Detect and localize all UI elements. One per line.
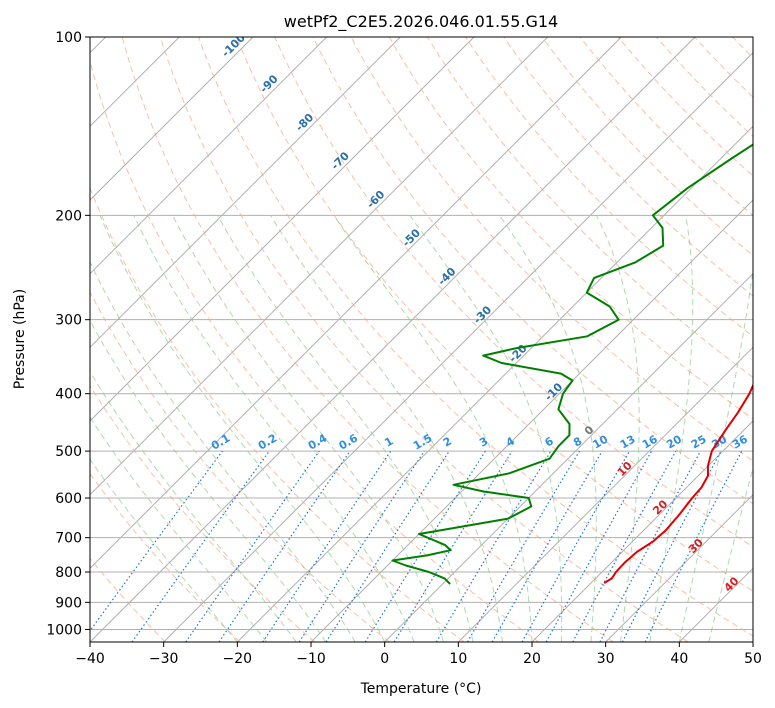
y-tick-label: 700 [55,531,82,547]
mixing-ratio-line [393,450,513,642]
dry-adiabat [90,291,390,642]
x-axis-title: Temperature (°C) [360,681,482,697]
dry-adiabat [503,37,753,297]
y-tick-label: 800 [55,565,82,581]
isotherm-gridline [90,37,549,496]
isotherm-gridline [90,37,254,201]
dry-adiabat [121,37,614,642]
dewpoint-profile-line [391,143,753,585]
isotherm-gridline [310,199,753,642]
dry-adiabat [236,37,753,592]
mixing-ratio-line [325,450,450,642]
y-tick-label: 400 [55,387,82,403]
mixing-ratio-line [262,450,392,642]
isotherm-gridline [605,493,753,642]
x-tick-label: 50 [744,651,762,667]
chart-title: wetPf2_C2E5.2026.046.01.55.G14 [284,12,558,32]
dry-adiabat [90,59,540,642]
dry-adiabat [90,472,241,642]
y-tick-label: 500 [55,444,82,460]
mixing-ratio-line [572,450,677,642]
dry-adiabat [198,37,753,637]
y-tick-label: 600 [55,491,82,507]
moist-adiabat [99,215,386,642]
mixing-ratio-line [298,450,425,642]
plot-area: 0.1 0.2 0.4 0.6 1 1.5 2 3 4 6 8 10 13 16 20 25 30 36-100-… [90,37,753,642]
moist-adiabat [270,215,503,642]
dry-adiabat [388,37,753,420]
y-tick-label: 1000 [46,622,82,638]
y-tick-label: 900 [55,595,82,611]
moist-adiabat [217,215,474,642]
dry-adiabat [312,37,753,505]
mixing-ratio-line [545,450,653,642]
x-tick-label: −10 [296,651,326,667]
x-tick-label: −40 [75,651,105,667]
dry-adiabat [350,37,753,462]
y-axis-title: Pressure (hPa) [12,289,28,389]
temperature-profile-line [603,383,753,584]
x-tick-label: 30 [597,651,615,667]
isotherm-gridline [90,37,401,349]
mixing-ratio-line [185,450,320,642]
moist-adiabat [90,260,356,642]
y-tick-label: 100 [55,30,82,46]
isotherm-gridline [90,37,622,570]
moist-adiabat [172,215,445,642]
dry-adiabat [90,186,465,642]
isotherm-gridline [90,37,328,275]
dry-adiabat [159,37,689,642]
x-tick-label: 20 [523,651,541,667]
moist-adiabat [596,215,640,642]
mixing-ratio-line [131,450,270,642]
x-tick-label: −20 [223,651,253,667]
x-tick-label: 10 [449,651,467,667]
isotherm-gridline [531,420,753,642]
moist-adiabat [678,265,753,642]
mixing-ratio-line [90,450,223,632]
y-tick-label: 200 [55,208,82,224]
y-tick-label: 300 [55,313,82,329]
x-axis: −40 −30 −20 −10 0 10 20 30 40 50 [75,642,762,667]
isotherm-gridline [384,272,753,642]
isotherm-gridline [90,37,475,422]
moist-adiabat [333,215,533,642]
moist-adiabat [90,370,297,642]
x-tick-label: 40 [670,651,688,667]
isotherm-gridline [163,51,753,642]
dry-adiabat [90,384,316,642]
moist-adiabat [133,215,415,642]
y-axis: 100 200 300 400 500 600 700 800 900 1000 [46,30,90,638]
moist-adiabat [409,215,563,642]
mixing-ratio-line [644,450,743,642]
plot-frame [89,36,754,643]
moist-adiabat [90,458,238,642]
moist-adiabat [90,416,268,642]
dry-adiabat [426,37,753,379]
mixing-ratio-line [521,450,631,642]
x-tick-label: −30 [149,651,179,667]
dry-adiabat [465,37,753,338]
moist-adiabat [90,319,327,642]
isotherm-gridline [90,37,696,642]
moist-adiabat [649,215,694,642]
x-tick-label: 0 [380,651,389,667]
isotherm-gridline [236,125,753,642]
mixing-ratio-line [218,450,351,642]
dry-adiabat [274,37,753,548]
